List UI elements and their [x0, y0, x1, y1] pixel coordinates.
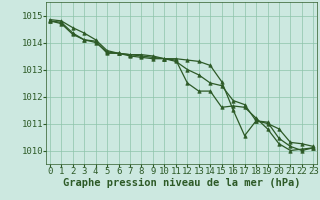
X-axis label: Graphe pression niveau de la mer (hPa): Graphe pression niveau de la mer (hPa) — [63, 178, 300, 188]
